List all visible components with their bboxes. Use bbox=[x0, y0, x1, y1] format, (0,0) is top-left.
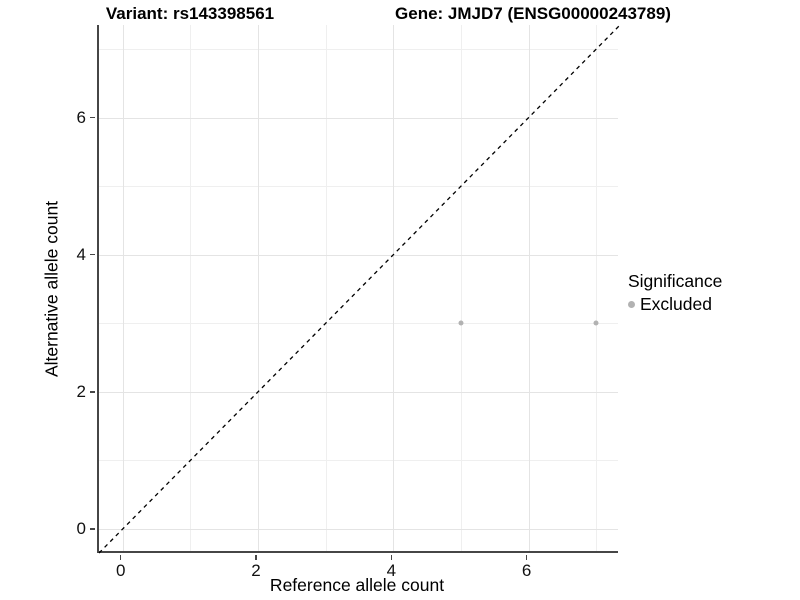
identity-line bbox=[98, 24, 621, 554]
gridline-minor bbox=[99, 323, 618, 325]
gridline-minor bbox=[99, 49, 618, 50]
y-tick-label: 4 bbox=[76, 244, 86, 264]
plot-panel bbox=[97, 24, 621, 554]
legend: Significance Excluded bbox=[628, 271, 722, 315]
gridline-major bbox=[99, 117, 618, 119]
gridline-minor bbox=[99, 186, 618, 188]
y-tick-mark bbox=[90, 116, 95, 119]
x-tick-label: 4 bbox=[386, 561, 397, 580]
gridline-major bbox=[122, 25, 124, 551]
plot-title-gene: Gene: JMJD7 (ENSG00000243789) bbox=[395, 4, 671, 23]
x-tick-label: 6 bbox=[521, 561, 532, 580]
x-tick-label: 2 bbox=[251, 561, 261, 580]
x-tick-mark bbox=[255, 555, 257, 560]
identity-line-path bbox=[98, 24, 621, 554]
x-tick-label: 0 bbox=[115, 561, 126, 580]
x-tick-mark bbox=[119, 555, 122, 560]
gridline-minor bbox=[460, 25, 462, 551]
gridline-major bbox=[393, 25, 395, 551]
y-tick-label: 6 bbox=[76, 107, 86, 127]
gridline-major bbox=[99, 391, 618, 393]
y-tick-mark bbox=[90, 528, 95, 530]
y-tick-mark bbox=[90, 253, 95, 256]
gridline-minor bbox=[325, 25, 327, 551]
data-point bbox=[458, 320, 464, 326]
legend-point-icon bbox=[628, 301, 635, 308]
legend-item-excluded: Excluded bbox=[628, 294, 722, 315]
gridline-minor bbox=[99, 460, 618, 462]
gridline-major bbox=[528, 25, 530, 551]
y-tick-mark bbox=[90, 391, 95, 393]
x-tick-mark bbox=[390, 555, 393, 560]
legend-title: Significance bbox=[628, 271, 723, 291]
plot-title-variant: Variant: rs143398561 bbox=[105, 4, 275, 23]
y-tick-label: 0 bbox=[76, 519, 86, 538]
y-tick-label: 2 bbox=[76, 381, 86, 401]
gridline-minor bbox=[596, 25, 598, 551]
legend-item-label: Excluded bbox=[640, 294, 712, 314]
gridline-major bbox=[99, 529, 618, 530]
x-tick-mark bbox=[525, 555, 528, 560]
gridline-major bbox=[258, 25, 259, 551]
gridline-major bbox=[99, 254, 618, 256]
x-axis-title: Reference allele count bbox=[269, 575, 445, 595]
y-axis-title: Alternative allele count bbox=[41, 200, 62, 378]
gridline-minor bbox=[190, 25, 192, 551]
data-point bbox=[593, 320, 599, 326]
